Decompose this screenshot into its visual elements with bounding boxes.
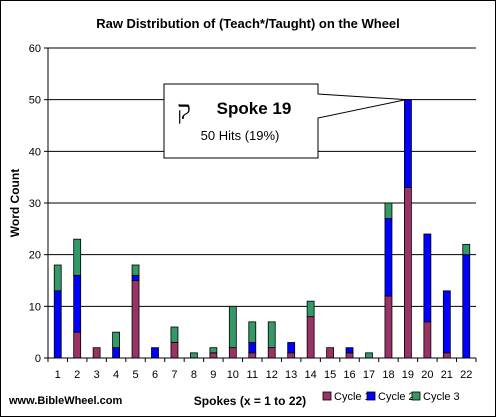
bar-segment [248, 321, 257, 343]
bar-segment [228, 347, 237, 359]
bar-segment [131, 274, 140, 281]
bar-segment [112, 347, 120, 359]
bar-segment [442, 352, 451, 359]
bar-segment [384, 202, 393, 219]
callout-box [163, 83, 407, 159]
bar-segment [53, 264, 62, 292]
bar-segment [190, 352, 198, 359]
bar-segment [53, 290, 62, 359]
legend: Cycle 1 Cycle 2 Cycle 3 [322, 391, 460, 403]
y-tick-label: 40 [29, 146, 41, 158]
legend-swatch [322, 391, 332, 401]
bar-segment [404, 99, 412, 188]
legend-label: Cycle 3 [423, 391, 460, 403]
x-tick-label: 9 [210, 369, 216, 381]
x-tick-label: 13 [285, 369, 297, 381]
x-tick-label: 10 [227, 369, 239, 381]
x-tick-label: 11 [247, 369, 258, 381]
x-axis-title: Spokes (x = 1 to 22) [194, 394, 306, 408]
bar-segment [170, 326, 179, 343]
bar-segment [73, 238, 82, 276]
x-tick-label: 7 [171, 369, 177, 381]
x-tick-label: 21 [441, 369, 453, 381]
x-tick-label: 3 [94, 369, 100, 381]
bar-segment [209, 352, 218, 359]
x-tick-label: 5 [132, 369, 138, 381]
legend-swatch [366, 391, 376, 401]
bar-segment [170, 342, 179, 359]
bar-segment [73, 331, 82, 359]
x-tick-label: 1 [55, 369, 61, 381]
bar-segment [384, 218, 393, 297]
x-tick-label: 22 [460, 369, 472, 381]
y-tick-label: 30 [29, 198, 41, 210]
bar-segment [287, 342, 296, 354]
bar-segment [287, 352, 296, 359]
x-tick-label: 12 [266, 369, 278, 381]
callout-subtitle: 50 Hits (19%) [201, 128, 280, 143]
bar-segment [462, 243, 471, 256]
bar-segment [306, 316, 315, 359]
legend-label: Cycle 1 [334, 391, 371, 403]
bar-segment [248, 342, 257, 354]
x-tick-label: 18 [382, 369, 394, 381]
x-tick-label: 2 [74, 369, 80, 381]
bar-segment [462, 254, 471, 359]
y-axis-title: Word Count [8, 169, 22, 237]
bar-segment [345, 347, 354, 354]
callout: ק Spoke 19 50 Hits (19%) [163, 83, 407, 159]
x-tick-label: 15 [324, 369, 336, 381]
bar-segment [345, 352, 354, 359]
chart-title: Raw Distribution of (Teach*/Taught) on t… [96, 16, 400, 31]
y-tick-label: 10 [29, 301, 41, 313]
bar-segment [365, 352, 373, 359]
bar-segment [209, 347, 218, 354]
bar-segment [248, 352, 257, 359]
bar-segment [228, 305, 237, 349]
x-tick-label: 19 [402, 369, 414, 381]
bar-segment [131, 280, 140, 359]
y-tick-label: 60 [29, 43, 41, 55]
callout-symbol: ק [177, 96, 191, 126]
x-tick-label: 16 [343, 369, 355, 381]
bar-segment [306, 300, 315, 318]
bar-segment [151, 347, 159, 359]
x-tick-label: 20 [421, 369, 433, 381]
bar-segment [384, 295, 393, 359]
x-tick-label: 14 [305, 369, 317, 381]
bar-segment [112, 331, 120, 349]
x-tick-label: 8 [191, 369, 197, 381]
bar-segment [423, 321, 432, 359]
x-tick-label: 17 [363, 369, 375, 381]
bar-segment [267, 321, 276, 349]
bar-segment [442, 290, 451, 354]
bar-segment [92, 347, 101, 359]
legend-label: Cycle 2 [378, 391, 415, 403]
x-tick-label: 4 [113, 369, 119, 381]
x-tick-label: 6 [152, 369, 158, 381]
bar-segment [423, 233, 432, 323]
bar-segment [131, 264, 140, 276]
y-tick-label: 20 [29, 250, 41, 262]
bar-segment [267, 347, 276, 359]
legend-swatch [411, 391, 421, 401]
bar-segment [73, 274, 82, 333]
callout-title: Spoke 19 [217, 99, 292, 118]
bar-segment [326, 347, 334, 359]
bars [53, 99, 471, 359]
y-tick-label: 0 [35, 353, 41, 365]
bar-segment [404, 187, 412, 359]
website-label: www.BibleWheel.com [8, 395, 122, 407]
y-tick-label: 50 [29, 95, 41, 107]
